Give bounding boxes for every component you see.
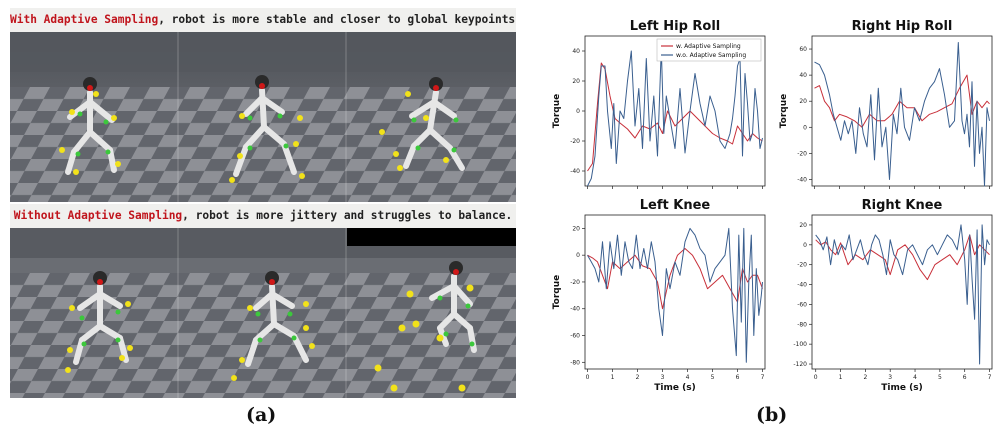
panel-a-label: (a): [246, 404, 277, 426]
y-axis-label: Torque: [779, 94, 789, 129]
top-caption-highlight: With Adaptive Sampling: [10, 13, 159, 26]
legend-box: [656, 38, 762, 62]
scene-with-adaptive: [10, 32, 516, 202]
bottom-caption: Without Adaptive Sampling, robot is more…: [10, 204, 516, 228]
chart-title: Right Knee: [862, 198, 943, 213]
series-line-no-adaptive: [814, 42, 990, 187]
y-tick-label: -20: [570, 279, 580, 286]
x-tick-label: 7: [988, 374, 992, 381]
plot-frame: [584, 214, 766, 370]
series-line-adaptive: [815, 234, 990, 281]
chart-title: Left Knee: [640, 198, 711, 213]
y-tick-label: 20: [799, 98, 807, 105]
y-tick-label: 20: [572, 78, 580, 85]
series-line-no-adaptive: [815, 224, 990, 365]
y-tick-label: -60: [797, 301, 807, 308]
top-caption-rest: , robot is more stable and closer to glo…: [158, 13, 516, 26]
series-line-adaptive: [587, 62, 763, 172]
x-tick-label: 6: [736, 374, 740, 381]
x-tick-label: 4: [913, 374, 917, 381]
y-tick-label: -20: [797, 262, 807, 269]
y-tick-label: 0: [803, 124, 807, 131]
plot-frame: [811, 35, 993, 187]
chart-title: Left Hip Roll: [630, 19, 721, 34]
x-tick-label: 6: [963, 374, 967, 381]
global-keypoints: [65, 284, 474, 392]
legend-entry: w.o. Adaptive Sampling: [676, 52, 746, 59]
local-keypoints: [79, 295, 475, 347]
black-strip: [347, 228, 516, 246]
y-tick-label: -20: [570, 138, 580, 145]
y-tick-label: -80: [797, 321, 807, 328]
y-tick-label: -20: [797, 150, 807, 157]
top-caption: With Adaptive Sampling, robot is more st…: [10, 8, 516, 32]
legend-entry: w. Adaptive Sampling: [676, 43, 741, 50]
x-tick-label: 5: [938, 374, 942, 381]
series-line-adaptive: [814, 74, 990, 128]
y-tick-label: -40: [570, 168, 580, 175]
series-line-no-adaptive: [587, 227, 763, 363]
x-tick-label: 2: [636, 374, 640, 381]
checker-floor: [10, 273, 516, 398]
scene-without-adaptive: [10, 228, 516, 398]
y-tick-label: 40: [572, 48, 580, 55]
x-tick-label: 3: [888, 374, 892, 381]
y-tick-label: -120: [793, 361, 807, 368]
y-tick-label: 40: [799, 72, 807, 79]
chart-title: Right Hip Roll: [852, 19, 953, 34]
y-tick-label: 60: [799, 46, 807, 53]
y-axis-label: Torque: [552, 275, 562, 310]
x-tick-label: 3: [661, 374, 665, 381]
y-tick-label: -40: [570, 306, 580, 313]
y-tick-label: 0: [576, 252, 580, 259]
global-keypoints: [59, 91, 449, 183]
x-axis-label: Time (s): [881, 383, 922, 393]
robot-figure: [429, 273, 477, 353]
robot-figure: [73, 283, 129, 365]
y-tick-label: -60: [570, 333, 580, 340]
x-tick-label: 4: [686, 374, 690, 381]
x-tick-label: 2: [863, 374, 867, 381]
plot-frame: [811, 214, 993, 370]
bottom-caption-highlight: Without Adaptive Sampling: [13, 209, 183, 222]
x-tick-label: 0: [586, 374, 590, 381]
x-tick-label: 5: [711, 374, 715, 381]
y-tick-label: -40: [797, 282, 807, 289]
x-axis-label: Time (s): [654, 383, 695, 393]
y-tick-label: -100: [793, 341, 807, 348]
robot-figure: [245, 283, 309, 367]
panel-a: With Adaptive Sampling, robot is more st…: [10, 8, 516, 398]
robot-figure: [233, 87, 297, 177]
local-keypoints: [75, 111, 459, 157]
x-tick-label: 1: [839, 374, 843, 381]
series-line-no-adaptive: [587, 47, 763, 187]
y-tick-label: 20: [799, 222, 807, 229]
y-tick-label: 0: [803, 242, 807, 249]
y-tick-label: -40: [797, 176, 807, 183]
y-axis-label: Torque: [552, 94, 562, 129]
y-tick-label: 0: [576, 108, 580, 115]
y-tick-label: -80: [570, 359, 580, 366]
robot-figure: [403, 89, 465, 171]
y-tick-label: 20: [572, 225, 580, 232]
checker-floor: [10, 87, 516, 202]
x-tick-label: 7: [761, 374, 765, 381]
robot-figure: [65, 89, 117, 175]
panel-b-label: (b): [756, 404, 788, 426]
x-tick-label: 0: [814, 374, 818, 381]
x-tick-label: 1: [611, 374, 615, 381]
bottom-caption-rest: , robot is more jittery and struggles to…: [182, 209, 513, 222]
